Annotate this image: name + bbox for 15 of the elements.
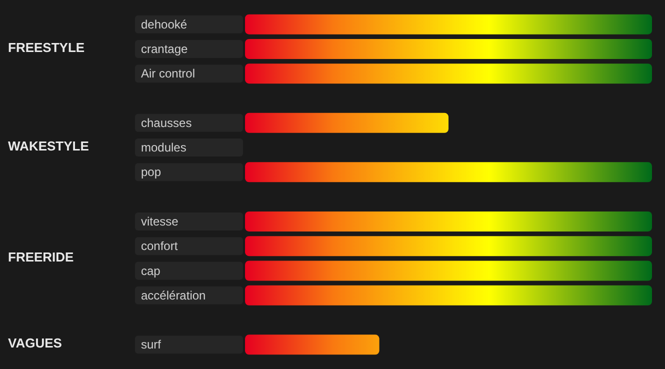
y-tick-label: modules [141,140,186,155]
y-tick-label: confort [141,239,178,254]
y-tick-label: dehooké [141,17,188,32]
text: VAGUES [8,336,62,351]
y-tick-label: Air control [141,66,196,81]
y-tick-label: crantage [141,42,188,56]
text: FREERIDE [8,249,74,264]
y-tick-label: vitesse [141,214,179,228]
y-tick-label: pop [141,165,162,180]
y-tick-label: cap [141,264,161,278]
text: WAKESTYLE [8,138,90,154]
y-tick-label: accélération [141,288,206,302]
text: FREESTYLE [8,40,85,55]
y-tick-label: chausses [141,116,192,130]
y-tick-label: surf [141,338,162,352]
